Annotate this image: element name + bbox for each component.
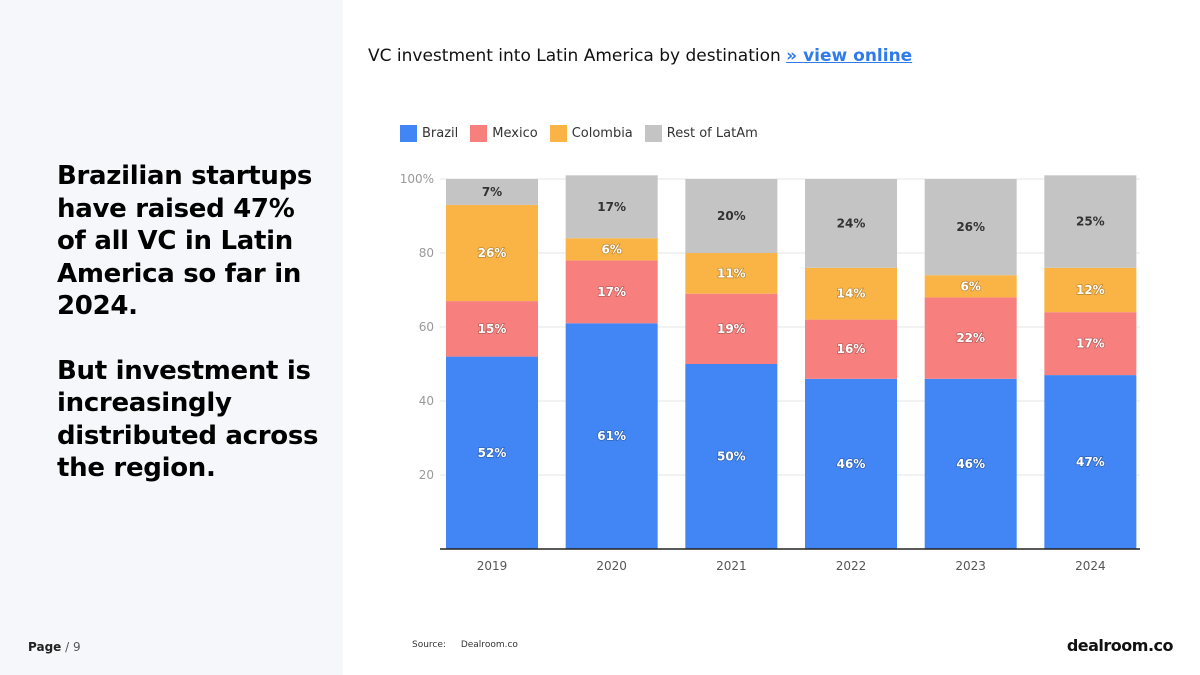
data-label: 17% <box>597 200 626 214</box>
bar-segment <box>1044 375 1137 549</box>
data-label: 47% <box>1076 455 1105 469</box>
x-tick-label: 2024 <box>1075 559 1106 573</box>
page-number: Page / 9 <box>28 640 81 654</box>
y-tick-label: 40 <box>419 394 434 408</box>
bar-segment <box>565 260 658 324</box>
legend-label: Rest of LatAm <box>666 126 758 141</box>
bar-segment <box>805 179 898 268</box>
bar-segment <box>685 364 778 549</box>
left-panel: Brazilian startups have raised 47% of al… <box>0 0 343 675</box>
source-value: Dealroom.co <box>460 640 518 650</box>
legend-label: Brazil <box>422 126 459 141</box>
bar-segment <box>565 238 658 261</box>
legend-swatch <box>549 125 567 142</box>
bar-segment <box>924 179 1017 276</box>
legend-swatch <box>644 125 662 142</box>
data-label: 26% <box>478 246 507 260</box>
data-label: 14% <box>837 287 866 301</box>
data-label: 20% <box>717 209 746 223</box>
x-tick-label: 2021 <box>716 559 747 573</box>
x-tick-label: 2023 <box>955 559 986 573</box>
headline-paragraph-1: Brazilian startups have raised 47% of al… <box>57 161 313 321</box>
dealroom-logo: dealroom.co <box>1066 636 1174 655</box>
bar-segment <box>924 297 1017 379</box>
x-tick-label: 2020 <box>596 559 627 573</box>
legend-swatch <box>400 125 417 142</box>
page-label: Page <box>28 640 62 654</box>
y-tick-label: 20 <box>419 468 434 482</box>
bar-segment <box>924 275 1017 298</box>
bar-segment <box>685 293 778 364</box>
data-label: 19% <box>717 322 746 336</box>
data-label: 52% <box>478 446 507 460</box>
legend-swatch <box>470 125 488 142</box>
data-label: 17% <box>1076 337 1105 351</box>
data-label: 22% <box>956 331 985 345</box>
headline-paragraph-2: But investment is increasingly distribut… <box>57 355 319 484</box>
data-label: 46% <box>837 457 866 471</box>
legend-label: Colombia <box>571 126 633 141</box>
bar-segment <box>805 319 898 379</box>
bar-segment <box>446 204 538 302</box>
bar-segment <box>446 301 538 357</box>
bar-segment <box>805 267 898 320</box>
bar-segment <box>565 175 658 239</box>
legend-label: Mexico <box>492 126 538 141</box>
bar-segment <box>1044 312 1137 376</box>
chart-title: VC investment into Latin America by dest… <box>368 46 912 66</box>
data-label: 6% <box>601 242 621 256</box>
data-label: 26% <box>956 220 985 234</box>
bar-segment <box>446 179 538 205</box>
data-label: 15% <box>478 322 507 336</box>
source-label: Source: <box>412 640 446 650</box>
bar-segment <box>446 356 538 549</box>
y-tick-label: 100% <box>400 172 434 186</box>
bar-segment <box>565 323 658 549</box>
bar-segment <box>924 378 1017 549</box>
y-tick-label: 80 <box>419 246 434 260</box>
data-label: 17% <box>597 285 626 299</box>
data-label: 61% <box>597 429 626 443</box>
bar-segment <box>1044 175 1137 268</box>
legend-item: Mexico <box>470 125 538 142</box>
legend-item: Colombia <box>549 125 633 142</box>
data-label: 11% <box>717 266 746 280</box>
bar-segment <box>1044 267 1137 313</box>
bar-segment <box>685 179 778 253</box>
chart-title-text: VC investment into Latin America by dest… <box>368 46 781 66</box>
data-label: 25% <box>1076 215 1105 229</box>
data-label: 24% <box>837 216 866 230</box>
source-note: Source: Dealroom.co <box>412 640 518 650</box>
bar-segment <box>805 378 898 549</box>
bar-segment <box>685 253 778 294</box>
page-total: / 9 <box>65 640 81 654</box>
data-label: 6% <box>960 279 980 293</box>
headline: Brazilian startups have raised 47% of al… <box>57 160 327 485</box>
x-tick-label: 2019 <box>477 559 508 573</box>
legend-item: Rest of LatAm <box>644 125 758 142</box>
data-label: 46% <box>956 457 985 471</box>
view-online-link[interactable]: » view online <box>786 46 913 66</box>
data-label: 16% <box>837 342 866 356</box>
data-label: 7% <box>482 185 502 199</box>
chart-legend: Brazil Mexico Colombia Rest of LatAm <box>400 125 770 142</box>
x-tick-label: 2022 <box>836 559 867 573</box>
legend-item: Brazil <box>400 125 458 142</box>
data-label: 12% <box>1076 283 1105 297</box>
y-tick-label: 60 <box>419 320 434 334</box>
data-label: 50% <box>717 450 746 464</box>
